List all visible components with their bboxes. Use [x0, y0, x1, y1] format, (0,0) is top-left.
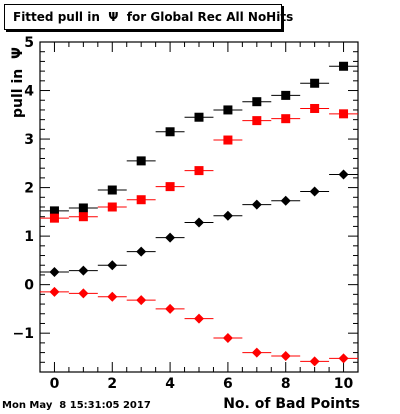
y-tick-label: 0	[24, 278, 34, 294]
x-tick-label: 10	[334, 376, 354, 392]
data-point-diamond	[194, 313, 204, 324]
title-box: Fitted pull in Ψ for Global Rec All NoHi…	[4, 4, 293, 30]
data-point-square	[78, 203, 88, 213]
chart-title: Fitted pull in Ψ for Global Rec All NoHi…	[13, 10, 294, 24]
data-point-diamond	[49, 267, 60, 278]
data-point-square	[223, 135, 233, 145]
data-point-square	[339, 109, 349, 119]
x-axis-label: No. of Bad Points	[223, 396, 360, 412]
data-series	[40, 61, 358, 367]
timestamp: Mon May 8 15:31:05 2017	[2, 400, 151, 411]
series-1	[40, 103, 358, 223]
data-point-square	[165, 182, 175, 192]
data-point-square	[107, 185, 117, 195]
y-tick-label: −1	[13, 326, 34, 342]
data-point-diamond	[280, 350, 291, 361]
data-point-square	[78, 212, 88, 222]
data-point-square	[223, 105, 233, 115]
y-tick-label: 1	[24, 229, 34, 245]
data-point-diamond	[338, 169, 349, 180]
data-point-diamond	[222, 210, 233, 221]
data-point-square	[165, 127, 175, 137]
data-point-square	[194, 112, 204, 122]
x-tick-label: 6	[223, 376, 233, 392]
data-point-diamond	[280, 195, 291, 206]
x-tick-label: 0	[50, 376, 60, 392]
data-point-diamond	[165, 303, 176, 314]
data-point-square	[310, 78, 320, 88]
data-point-diamond	[136, 246, 147, 257]
data-point-square	[194, 166, 204, 176]
y-tick-label: 4	[24, 84, 34, 100]
data-point-diamond	[136, 295, 147, 306]
data-point-diamond	[309, 356, 320, 367]
x-tick-label: 2	[107, 376, 117, 392]
y-axis-label: pull in Ψ	[10, 47, 26, 118]
series-0	[40, 61, 358, 216]
data-point-diamond	[107, 291, 118, 302]
data-point-square	[252, 116, 262, 126]
data-point-square	[281, 90, 291, 100]
series-3	[40, 286, 358, 367]
data-point-square	[136, 156, 146, 166]
x-tick-label: 4	[165, 376, 175, 392]
data-point-diamond	[49, 286, 60, 297]
data-point-square	[136, 195, 146, 205]
data-point-square	[49, 213, 59, 223]
data-point-square	[252, 97, 262, 107]
data-point-diamond	[309, 186, 320, 197]
y-tick-label: 3	[24, 132, 34, 148]
y-tick-label: 2	[24, 181, 34, 197]
data-point-diamond	[107, 260, 118, 271]
data-point-square	[339, 61, 349, 71]
data-point-diamond	[338, 353, 349, 364]
data-point-square	[107, 202, 117, 212]
data-point-diamond	[251, 347, 262, 358]
data-point-diamond	[251, 199, 262, 210]
data-point-square	[310, 103, 320, 113]
data-point-diamond	[194, 217, 204, 228]
y-tick-label: 5	[24, 35, 34, 51]
axis-ticks: −1 0 1 2 3 4 5 0 2 4 6 8 10	[13, 35, 358, 392]
data-point-diamond	[78, 265, 89, 276]
data-point-square	[281, 114, 291, 124]
data-point-diamond	[222, 333, 233, 344]
series-2	[40, 169, 358, 278]
data-point-square	[49, 206, 59, 216]
data-point-diamond	[165, 232, 176, 243]
x-tick-label: 8	[281, 376, 291, 392]
data-point-diamond	[78, 288, 89, 299]
